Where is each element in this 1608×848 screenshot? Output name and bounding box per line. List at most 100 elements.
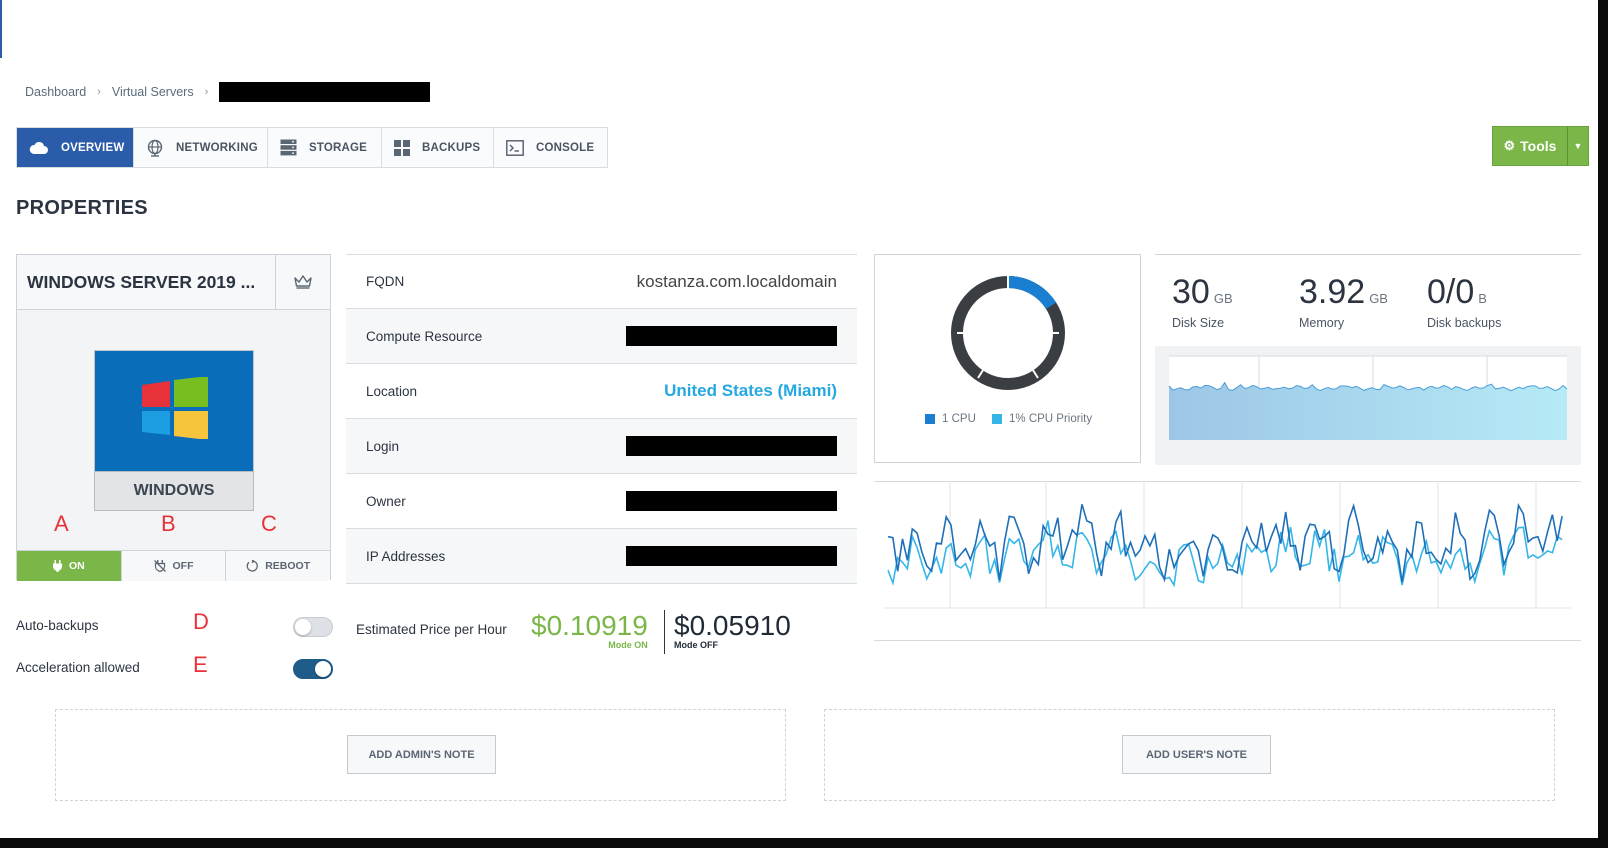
stat-unit: GB [1369,291,1388,306]
ip-addresses-redacted [626,546,837,566]
mini-area-chart-panel [1155,346,1581,465]
reboot-label: REBOOT [265,560,311,572]
terminal-icon [506,139,524,157]
owner-redacted [626,491,837,511]
legend-swatch-cpu [925,414,935,424]
power-on-button[interactable]: ON [17,551,122,581]
tab-overview[interactable]: OVERVIEW [17,128,134,167]
tab-console-label: CONSOLE [536,141,595,154]
admin-note-panel: ADD ADMIN'S NOTE [55,709,786,801]
price-mode-on: $0.10919 Mode ON [531,610,648,650]
stat-caption: Memory [1299,316,1345,330]
tab-networking[interactable]: NETWORKING [134,128,268,167]
power-on-label: ON [68,560,85,572]
resource-stats-card: 30 GB Disk Size 3.92 GB Memory 0/0 B Disk b… [1155,254,1581,465]
breadcrumb-dashboard-link[interactable]: Dashboard [25,85,87,99]
line-series-dark [887,502,1563,583]
legend-priority-label: 1% CPU Priority [1009,413,1093,425]
stat-caption: Disk backups [1427,316,1502,330]
cpu-card: 1 CPU 1% CPU Priority [874,254,1141,463]
tools-dropdown-caret-icon[interactable]: ▼ [1573,141,1583,151]
stat-disk-backups: 0/0 B Disk backups [1427,273,1501,330]
property-label: Owner [366,493,406,509]
properties-table: FQDN kostanza.com.localdomain Compute Re… [346,254,857,584]
price-off-value: $0.05910 [674,610,791,641]
stat-disk-size: 30 GB Disk Size [1172,273,1233,330]
chevron-right-icon: › [204,86,209,98]
price-on-caption: Mode ON [608,640,648,650]
mini-area-fill [1169,382,1567,440]
stat-value: 3.92 [1299,273,1366,311]
cpu-donut-separators [957,276,1059,379]
login-redacted [626,436,837,456]
crown-icon[interactable] [276,255,330,309]
plug-icon [52,560,62,572]
annotation-c: C [261,511,277,536]
server-stack-icon [280,139,297,157]
property-row-login: Login [346,419,857,474]
stat-memory: 3.92 GB Memory [1299,273,1388,330]
user-note-panel: ADD USER'S NOTE [824,709,1555,801]
annotation-b: B [161,511,176,536]
price-label: Estimated Price per Hour [356,622,507,637]
reboot-icon [246,560,259,572]
tab-storage-label: STORAGE [309,141,368,154]
property-label: FQDN [366,274,405,289]
cpu-donut-chart [951,276,1065,390]
os-title: WINDOWS SERVER 2019 ... [17,255,276,309]
line-series-light [887,520,1563,588]
breadcrumb: Dashboard › Virtual Servers › [25,82,431,102]
section-title: PROPERTIES [16,197,148,219]
price-off-caption: Mode OFF [674,640,718,650]
globe-icon [146,139,164,157]
location-link[interactable]: United States (Miami) [664,381,837,400]
tab-console[interactable]: CONSOLE [494,128,607,167]
fqdn-value: kostanza.com.localdomain [636,271,837,291]
property-label: IP Addresses [366,548,446,564]
stat-value: 0/0 [1427,273,1475,311]
acceleration-label: Acceleration allowed [16,660,140,675]
auto-backups-label: Auto-backups [16,618,99,633]
auto-backups-toggle[interactable] [293,617,333,637]
annotation-d: D [193,609,209,634]
property-label: Login [366,438,400,454]
breadcrumb-virtual-servers-link[interactable]: Virtual Servers [111,85,194,99]
stat-unit: B [1478,291,1487,306]
price-on-value: $0.10919 [531,610,648,641]
chevron-right-icon: › [97,86,101,98]
windows-logo-icon [142,377,208,439]
annotation-a: A [54,511,69,536]
grid-icon [394,139,410,157]
price-mode-off: $0.05910 Mode OFF [674,610,791,650]
price-divider [664,610,665,654]
tools-label: Tools [1520,138,1557,154]
window-border-bottom [0,838,1608,848]
os-card-header: WINDOWS SERVER 2019 ... [17,255,330,310]
power-off-label: OFF [172,560,194,572]
property-row-location: Location United States (Miami) [346,364,857,419]
tab-backups-label: BACKUPS [422,141,481,154]
property-label: Location [366,383,418,399]
power-off-button[interactable]: OFF [121,551,227,581]
tab-backups[interactable]: BACKUPS [382,128,494,167]
window-edge [0,0,2,58]
compute-resource-redacted [626,326,837,346]
reboot-button[interactable]: REBOOT [226,551,331,581]
tools-button[interactable]: ⚙ Tools ▼ [1492,126,1589,166]
mini-area-line [1168,381,1568,392]
legend-cpu: 1 CPU [925,413,976,425]
os-label: WINDOWS [94,471,254,511]
add-admin-note-button[interactable]: ADD ADMIN'S NOTE [347,735,496,774]
add-user-note-button[interactable]: ADD USER'S NOTE [1122,735,1271,774]
legend-swatch-priority [992,414,1002,424]
tools-main[interactable]: ⚙ Tools [1493,127,1568,165]
acceleration-toggle[interactable] [293,659,333,679]
cloud-icon [29,139,49,157]
annotation-e: E [193,652,208,677]
tab-bar: OVERVIEW NETWORKING STORAGE BACKUPS CONS… [16,127,608,168]
tab-networking-label: NETWORKING [176,141,258,154]
property-row-owner: Owner [346,474,857,529]
tab-storage[interactable]: STORAGE [268,128,382,167]
property-row-compute-resource: Compute Resource [346,309,857,364]
tab-overview-label: OVERVIEW [61,141,125,154]
